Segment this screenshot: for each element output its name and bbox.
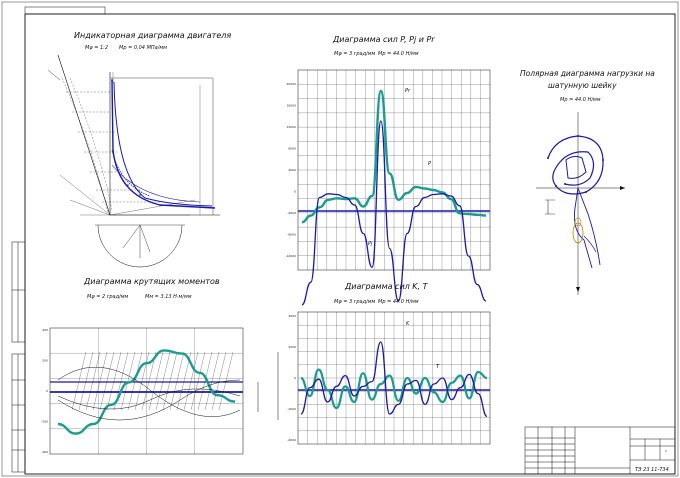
forces-kt-chart: 4000 2000 0 -2000 -4000 K T [277, 311, 491, 445]
aux-curve [57, 366, 241, 417]
forces-p-scale-phi: Mφ = 3 град/мм [334, 51, 376, 57]
series-torque [57, 349, 236, 435]
torque-title: Диаграмма крутящих моментов [83, 277, 220, 286]
sheet-number: 1 [665, 449, 667, 453]
forces_p-tick-label: -4000 [287, 211, 296, 215]
forces_p-tick-label: -8000 [287, 233, 296, 237]
forces-kt-scale-phi: Mφ = 3 град/мм [334, 299, 376, 305]
torque-tick-label: 400 [42, 328, 48, 332]
indicator-title: Индикаторная диаграмма двигателя [74, 31, 231, 40]
polar-title-line2: шатунную шейку [548, 81, 617, 90]
hatch-line [85, 351, 101, 411]
polar-scale: Mp = 44.0 Н/мм [560, 97, 601, 103]
hatch-line [141, 351, 157, 411]
hatch-line [92, 351, 108, 411]
forces-p-chart: 20000 16000 12000 8000 4000 0 -4000 -8000 -12000… [285, 69, 491, 306]
hatch-line [120, 351, 136, 411]
hatch-line [71, 351, 87, 411]
series-t [300, 368, 488, 410]
torque-tick-label: 0 [46, 389, 48, 393]
doc-code: ТЭ 23 11-734 [635, 467, 669, 473]
forces_kt-tick-label: 0 [294, 376, 296, 380]
hatch-line [190, 351, 206, 411]
label-pr: Pr [405, 88, 411, 94]
forces_p-tick-label: 4000 [288, 168, 296, 172]
forces_kt-tick-label: 4000 [288, 314, 296, 318]
hatch-line [155, 351, 171, 411]
indicator-diagram [47, 54, 220, 268]
torque-tick-label: 200 [42, 359, 48, 363]
torque-tick-label: -400 [41, 450, 48, 454]
top-stamp [24, 6, 106, 15]
hatch-line [211, 351, 227, 411]
torque-tick-label: -200 [41, 420, 48, 424]
indicator-scale-p: Mp = 0.04 МПа/мм [119, 45, 167, 51]
torque-chart: 400 200 0 -200 -400 [41, 327, 259, 455]
forces_kt-tick-label: -4000 [287, 438, 296, 442]
label-t: T [436, 364, 440, 370]
hatch-line [127, 351, 143, 411]
forces-kt-scale-p: Mp = 44.0 Н/мм [378, 299, 419, 305]
forces_kt-tick-label: -2000 [287, 407, 296, 411]
label-k: K [406, 321, 410, 327]
hatch-line [134, 351, 150, 411]
hatch-line [78, 351, 94, 411]
hatch-line [169, 351, 185, 411]
forces-p-scale-p: Mp = 44.0 Н/мм [378, 51, 419, 57]
hatch-line [162, 351, 178, 411]
torque-scale-m: Mм = 3.13 Н·м/мм [145, 294, 192, 300]
forces_p-tick-label: 20000 [286, 82, 296, 86]
aux-curve [57, 388, 241, 410]
forces_p-tick-label: 0 [294, 190, 296, 194]
label-pj: Pj [368, 241, 373, 247]
forces_kt-tick-label: 2000 [288, 345, 296, 349]
hatch-line [204, 351, 220, 411]
aux-curve [57, 379, 241, 421]
series-pj [301, 120, 487, 306]
hatch-line [106, 351, 122, 411]
hatch-line [183, 351, 199, 411]
series-p [301, 89, 487, 224]
forces_p-tick-label: 16000 [286, 104, 296, 108]
hatch-line [148, 351, 164, 411]
polar-diagram [536, 112, 625, 295]
hatch-line [99, 351, 115, 411]
title-block [524, 426, 676, 475]
left-strip [11, 241, 26, 473]
series-k [300, 341, 488, 418]
forces-kt-title: Диаграмма сил K, T [344, 282, 429, 291]
label-p: P [428, 161, 431, 167]
hatch-line [197, 351, 213, 411]
torque-scale-phi: Mφ = 2 град/мм [87, 294, 129, 300]
forces_p-tick-label: 8000 [288, 147, 296, 151]
forces-p-title: Диаграмма сил P, Pj и Pr [332, 35, 435, 44]
forces_p-tick-label: 12000 [286, 125, 296, 129]
forces_p-tick-label: -12000 [285, 254, 296, 258]
indicator-scale-phi: Mφ = 1:2 [85, 45, 108, 51]
polar-title-line1: Полярная диаграмма нагрузки на [520, 69, 655, 78]
